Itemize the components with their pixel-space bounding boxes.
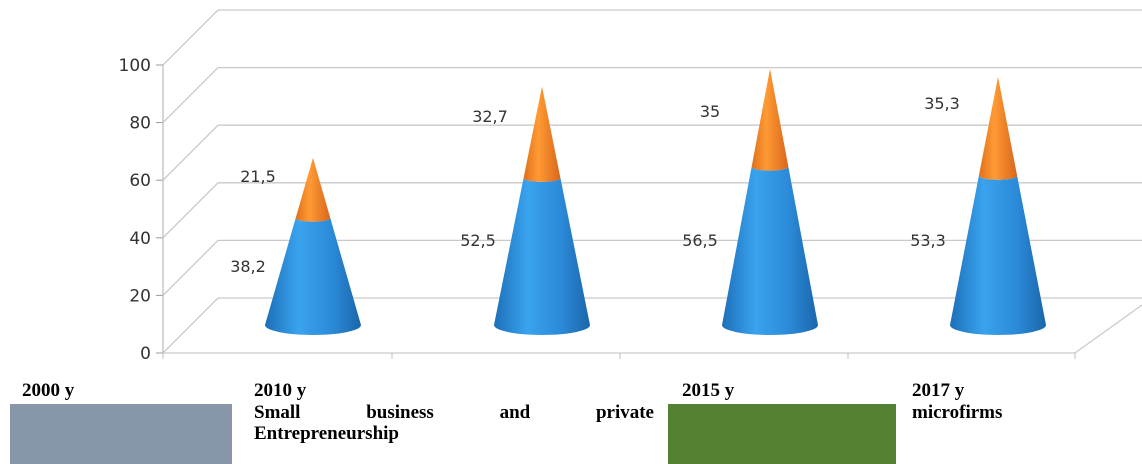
legend-word-line2: Entrepreneurship	[254, 423, 399, 444]
legend-swatch-gray	[10, 404, 232, 464]
gridline-side	[162, 297, 219, 354]
gridline-side	[162, 124, 219, 181]
cone-segment-upper	[978, 76, 1018, 180]
y-tick-label: 100	[119, 56, 151, 76]
gridline-side	[162, 182, 219, 239]
legend-word: private	[595, 402, 654, 423]
data-label-upper: 21,5	[240, 167, 276, 186]
data-label-upper: 32,7	[472, 107, 508, 126]
y-tick-label: 80	[129, 114, 151, 134]
cone-segment-lower	[722, 166, 818, 335]
y-tick-label: 0	[140, 344, 151, 364]
legend-text-small-business: Small business and private Entrepreneurs…	[254, 402, 654, 444]
y-tick-label: 20	[129, 286, 151, 306]
legend-swatch-green	[668, 404, 896, 464]
floor-right-edge	[1074, 304, 1142, 354]
gridline-side	[162, 67, 219, 124]
gridline-side	[162, 239, 219, 296]
data-label-upper: 35	[700, 102, 720, 121]
y-tick-label: 60	[129, 171, 151, 191]
data-labels: 38,2 21,5 52,5 32,7 56,5 35 53,3 35,3	[230, 94, 960, 276]
cone-segment-lower	[494, 178, 590, 335]
cone-segment-upper	[751, 68, 789, 171]
gridlines	[156, 9, 1142, 359]
category-label-0: 2000 y	[22, 380, 75, 401]
cones	[265, 68, 1046, 335]
category-label-2: 2015 y	[682, 380, 735, 401]
legend-word: business	[366, 402, 434, 423]
gridline-side	[162, 9, 219, 66]
legend-word: Small	[254, 402, 301, 423]
cone-segment-upper	[523, 86, 561, 182]
y-tick-label: 40	[129, 229, 151, 249]
legend-text-microfirms: microfirms	[912, 402, 1003, 423]
cone-segment-upper	[295, 157, 331, 222]
data-label-lower: 38,2	[230, 257, 266, 276]
legend-word: and	[499, 402, 531, 423]
data-label-upper: 35,3	[924, 94, 960, 113]
data-label-lower: 53,3	[910, 231, 946, 250]
y-axis-ticks: 0 20 40 60 80 100	[119, 56, 151, 364]
category-label-1: 2010 y	[254, 380, 307, 401]
category-label-3: 2017 y	[912, 380, 965, 401]
cone-segment-lower	[950, 175, 1046, 335]
data-label-lower: 52,5	[460, 231, 496, 250]
data-label-lower: 56,5	[682, 231, 718, 250]
cone-segment-lower	[265, 218, 361, 335]
